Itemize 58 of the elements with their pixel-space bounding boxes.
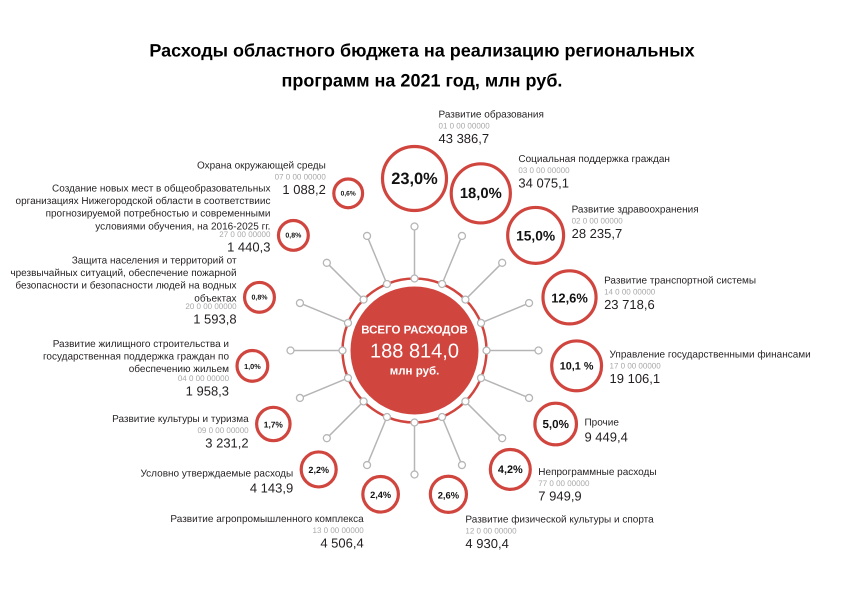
category-label: Развитие агропромышленного комплекса [170, 514, 364, 526]
data-label: 10,1 % [560, 360, 594, 372]
data-label: 4 143,9 [250, 480, 294, 496]
category-label: Непрограммные расходы [538, 466, 657, 478]
text: 77 0 00 00000 [538, 478, 590, 488]
data-label: 4,2% [498, 464, 524, 476]
data-label: 4 506,4 [320, 536, 364, 551]
category-label: Создание новых мест в общеобразовательных организациях Нижегородской области в соответствиис прогнозируемой потребностью и современными условиями обучения, на 2016-2025 гг. [16, 183, 270, 232]
text: 12 0 00 00000 [465, 526, 517, 536]
category-label: Развитие культуры и туризма [112, 414, 250, 425]
text: 17 0 00 00000 [610, 362, 661, 371]
data-label: 2,4% [370, 490, 392, 500]
category-label: Развитие физической культуры и спорта [465, 514, 654, 526]
data-label: 19 106,1 [610, 371, 660, 386]
data-label: 15,0% [516, 228, 556, 244]
text: ВСЕГО РАСХОДОВ [361, 324, 468, 336]
text: 03 0 00 00000 [518, 166, 570, 175]
data-label: 18,0% [460, 186, 502, 202]
data-label: 4 930,4 [465, 536, 509, 551]
data-label: 1 088,2 [282, 182, 326, 197]
category-label: Условно утверждаемые расходы [140, 468, 294, 480]
category-label: Социальная поддержка граждан [518, 154, 670, 165]
category-label: Прочие [584, 418, 620, 429]
category-label: Управление государственными финансами [610, 350, 811, 361]
data-label: 5,0% [542, 418, 569, 431]
text: Расходы областного бюджета на реализацию региональных программ на 2021 год, млн руб. [149, 40, 695, 90]
data-label: 1 440,3 [227, 239, 270, 254]
category-label: Защита населения и территорий от чрезвычайных ситуаций, обеспечение пожарной безопасности и безопасности людей на водных объектах [10, 255, 237, 304]
data-label: 9 449,4 [584, 430, 628, 445]
category-label: Развитие транспортной системы [604, 275, 756, 286]
data-label: 3 231,2 [205, 435, 249, 450]
data-label: 1 958,3 [186, 383, 230, 398]
data-label: 2,2% [308, 464, 329, 475]
text: 01 0 00 00000 [438, 122, 490, 130]
data-label: 1 593,8 [193, 311, 237, 326]
data-label: 2,6% [438, 489, 460, 500]
text: 13 0 00 00000 [312, 526, 364, 536]
data-label: 7 949,9 [538, 488, 582, 504]
text: 09 0 00 00000 [197, 426, 249, 435]
data-label: 23,0% [391, 170, 438, 188]
category-label: Развитие здравоохранения [572, 204, 699, 216]
text: 14 0 00 00000 [604, 287, 656, 296]
text: 188 814,0 [370, 340, 459, 362]
text: 04 0 00 00000 [178, 374, 230, 383]
text: млн руб. [390, 366, 440, 378]
data-label: 28 235,7 [572, 226, 622, 242]
text: 07 0 00 00000 [274, 172, 326, 182]
text: 27 0 00 00000 [219, 230, 270, 239]
category-label: Охрана окружающей среды [196, 160, 326, 172]
data-label: 12,6% [551, 290, 588, 306]
category-label: Развитие образования [438, 110, 544, 120]
category-label: Развитие жилищного строительства и государственная поддержка граждан по обеспечению жильем [42, 338, 230, 376]
data-label: 23 718,6 [604, 296, 655, 312]
text: 02 0 00 00000 [572, 216, 623, 226]
data-label: 43 386,7 [438, 131, 490, 146]
text: 20 0 00 00000 [185, 302, 237, 311]
data-label: 1,7% [264, 420, 284, 430]
data-label: 34 075,1 [518, 175, 569, 190]
